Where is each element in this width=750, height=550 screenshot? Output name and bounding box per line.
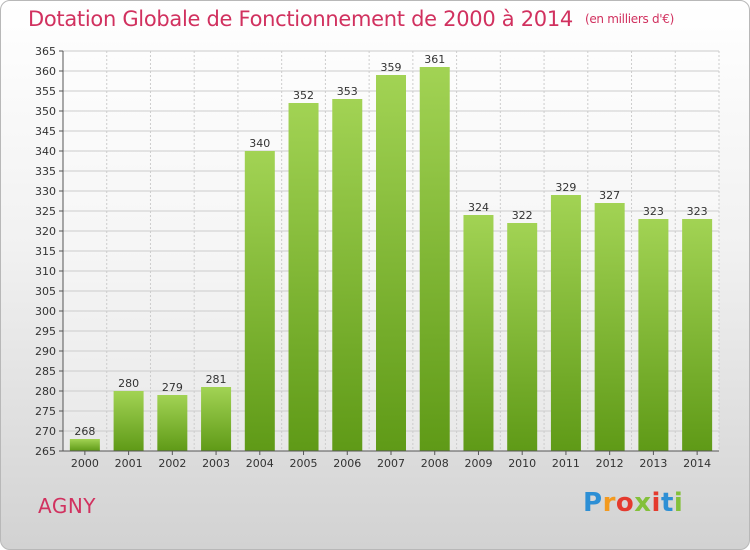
title-text: Dotation Globale de Fonctionnement de 20… — [28, 7, 573, 31]
bar-2004 — [244, 151, 275, 451]
bar-2003 — [201, 387, 232, 451]
x-tick-label-2008: 2008 — [421, 457, 449, 470]
value-label-2005: 352 — [293, 89, 314, 102]
y-tick-label: 335 — [35, 165, 56, 178]
bar-2009 — [463, 215, 494, 451]
value-label-2011: 329 — [555, 181, 576, 194]
y-tick-label: 285 — [35, 365, 56, 378]
bar-2000 — [69, 439, 100, 451]
value-label-2008: 361 — [424, 53, 445, 66]
x-tick-label-2011: 2011 — [552, 457, 580, 470]
y-tick-label: 265 — [35, 445, 56, 458]
value-label-2002: 279 — [162, 381, 183, 394]
y-tick-label: 350 — [35, 105, 56, 118]
value-label-2014: 323 — [687, 205, 708, 218]
value-label-2004: 340 — [249, 137, 270, 150]
value-label-2006: 353 — [337, 85, 358, 98]
value-label-2000: 268 — [74, 425, 95, 438]
x-tick-label-2006: 2006 — [333, 457, 361, 470]
proxiti-logo: Proxiti — [583, 488, 684, 518]
chart-title: Dotation Globale de Fonctionnement de 20… — [28, 7, 674, 31]
y-tick-label: 295 — [35, 325, 56, 338]
x-tick-label-2012: 2012 — [596, 457, 624, 470]
x-tick-label-2009: 2009 — [464, 457, 492, 470]
x-tick-label-2007: 2007 — [377, 457, 405, 470]
y-tick-label: 275 — [35, 405, 56, 418]
bar-2014 — [682, 219, 713, 451]
x-tick-label-2000: 2000 — [71, 457, 99, 470]
y-tick-label: 270 — [35, 425, 56, 438]
bar-2008 — [419, 67, 450, 451]
value-label-2001: 280 — [118, 377, 139, 390]
x-tick-label-2002: 2002 — [158, 457, 186, 470]
value-label-2013: 323 — [643, 205, 664, 218]
y-tick-label: 360 — [35, 65, 56, 78]
value-label-2010: 322 — [512, 209, 533, 222]
y-tick-label: 325 — [35, 205, 56, 218]
bar-2002 — [157, 395, 188, 451]
x-tick-label-2005: 2005 — [290, 457, 318, 470]
y-tick-label: 290 — [35, 345, 56, 358]
bar-2005 — [288, 103, 319, 451]
x-tick-label-2010: 2010 — [508, 457, 536, 470]
value-label-2012: 327 — [599, 189, 620, 202]
y-tick-label: 320 — [35, 225, 56, 238]
x-tick-label-2014: 2014 — [683, 457, 711, 470]
y-tick-label: 315 — [35, 245, 56, 258]
title-unit: (en milliers d'€) — [584, 12, 674, 26]
x-tick-label-2003: 2003 — [202, 457, 230, 470]
bar-2006 — [332, 99, 363, 451]
y-tick-label: 340 — [35, 145, 56, 158]
commune-name: AGNY — [38, 494, 97, 518]
bar-2001 — [113, 391, 144, 451]
x-tick-label-2013: 2013 — [639, 457, 667, 470]
value-label-2003: 281 — [206, 373, 227, 386]
y-tick-label: 305 — [35, 285, 56, 298]
y-tick-label: 310 — [35, 265, 56, 278]
y-tick-label: 345 — [35, 125, 56, 138]
y-tick-label: 300 — [35, 305, 56, 318]
y-tick-label: 280 — [35, 385, 56, 398]
x-tick-label-2001: 2001 — [115, 457, 143, 470]
bar-2010 — [507, 223, 538, 451]
y-tick-label: 365 — [35, 45, 56, 58]
bar-2013 — [638, 219, 669, 451]
bar-2012 — [594, 203, 625, 451]
y-tick-label: 355 — [35, 85, 56, 98]
y-tick-label: 330 — [35, 185, 56, 198]
x-tick-label-2004: 2004 — [246, 457, 274, 470]
bar-2011 — [550, 195, 581, 451]
bar-2007 — [376, 75, 406, 451]
value-label-2007: 359 — [381, 61, 402, 74]
value-label-2009: 324 — [468, 201, 489, 214]
